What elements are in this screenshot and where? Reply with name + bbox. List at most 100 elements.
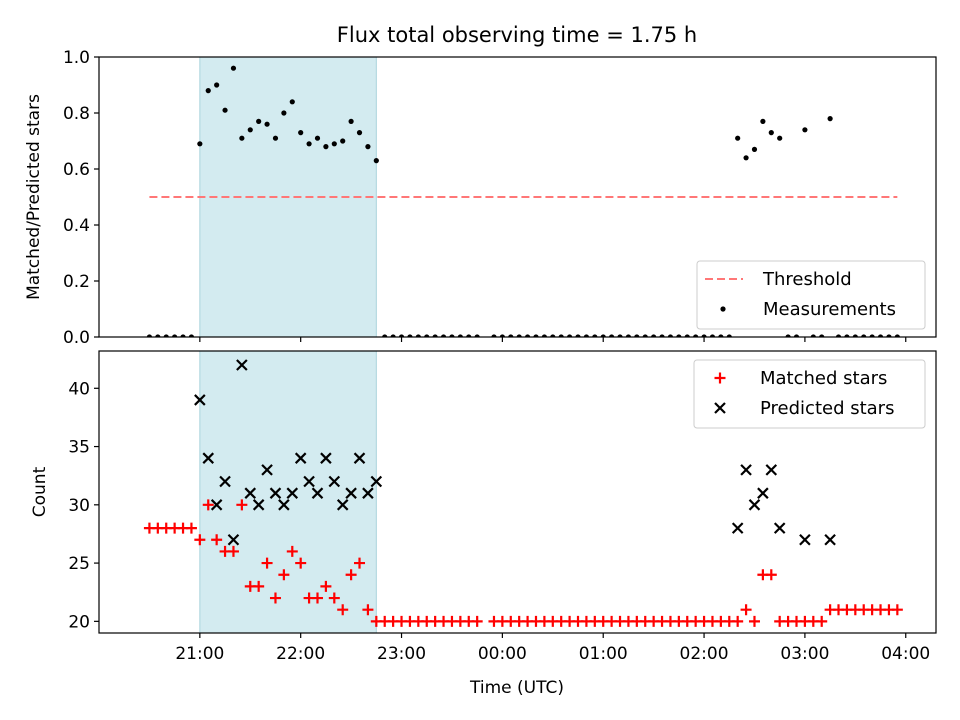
legend-label: Threshold [762, 269, 852, 290]
measurements-point [701, 334, 707, 337]
measurements-point [684, 334, 690, 337]
measurements-point [281, 110, 287, 116]
matched-stars-point [740, 604, 752, 616]
predicted-stars-point [202, 452, 215, 464]
axes-frame [98, 56, 937, 338]
bottom-panel: 21:00 22:00 23:00 00:00 01:00 02:00 03:00 04:00… [30, 350, 937, 664]
predicted-stars-point [328, 475, 341, 488]
y-tick-label: 35 [68, 438, 90, 458]
axes-frame [98, 350, 937, 634]
measurements-point [844, 334, 850, 337]
measurements-point [827, 116, 833, 122]
y-tick-label: 0.0 [63, 328, 90, 348]
measurements-point [256, 118, 262, 124]
measurements-point [306, 141, 312, 147]
measurements-point [777, 135, 783, 141]
x-axis-label: Time (UTC) [469, 678, 564, 698]
measurements-point [197, 141, 203, 147]
matched-stars-point [236, 499, 248, 511]
matched-stars-point [748, 615, 760, 627]
x-tick-label: 23:00 [377, 644, 426, 664]
measurements-point [365, 144, 371, 150]
matched-stars-point [328, 592, 340, 604]
measurements-point [869, 334, 875, 337]
measurements-point [760, 118, 766, 124]
legend-label: Measurements [763, 299, 896, 320]
matched-stars-point [278, 569, 290, 581]
matched-stars-point [732, 615, 744, 627]
measurements-point [382, 334, 388, 337]
measurements-point [298, 130, 304, 136]
matched-stars-point [202, 499, 214, 511]
legend: Matched stars Predicted stars [693, 359, 926, 429]
measurements-point [575, 334, 581, 337]
matched-stars-point [286, 545, 298, 557]
matched-stars-point [269, 592, 281, 604]
measurements-point [398, 334, 405, 337]
measurements-point [415, 334, 421, 337]
measurements-point [457, 334, 463, 337]
measurements-point [491, 334, 497, 337]
predicted-stars-point [261, 464, 273, 476]
measurements-point [852, 334, 858, 337]
measurements-point [474, 334, 480, 337]
y-tick-label: 1.0 [63, 48, 90, 68]
predicted-stars-point [765, 464, 778, 476]
matched-stars-point [185, 522, 197, 534]
matched-stars-point [211, 534, 223, 546]
measurements-point [247, 127, 253, 133]
x-tick-label: 01:00 [579, 644, 628, 664]
measurements-point [894, 334, 900, 337]
matched-stars-point [471, 615, 483, 627]
y-tick-label: 0.6 [63, 160, 90, 180]
y-tick-label: 30 [68, 496, 90, 516]
measurements-point [499, 334, 505, 337]
measurements-point [214, 82, 220, 88]
observing-window-shade [199, 350, 377, 634]
measurements-point [289, 99, 295, 105]
measurements-point [205, 88, 211, 94]
measurements-point [524, 334, 531, 337]
predicted-stars-point [731, 522, 744, 534]
measurements-point [819, 334, 825, 337]
measurements-point [314, 135, 321, 141]
measurements-point [516, 334, 522, 337]
measurements-point [264, 121, 270, 127]
matched-stars-point [816, 615, 828, 627]
predicted-stars-point [773, 522, 786, 534]
measurements-point [188, 334, 195, 337]
predicted-stars-point [320, 452, 332, 464]
measurements-point [592, 334, 598, 337]
matched-stars-point [765, 569, 777, 581]
predicted-stars-point [353, 452, 366, 464]
legend-label: Predicted stars [760, 398, 894, 419]
measurements-point [617, 334, 623, 337]
measurements-point [331, 141, 337, 147]
measurements-point [163, 334, 169, 337]
matched-stars-point [891, 604, 903, 616]
matched-stars-point [320, 580, 332, 592]
predicted-stars-point [244, 487, 257, 499]
predicted-stars-point [236, 359, 248, 371]
measurements-point [146, 334, 153, 337]
x-tick-label: 03:00 [780, 644, 829, 664]
measurements-point [667, 334, 674, 337]
measurements-point [600, 334, 606, 337]
y-axis-label: Count [30, 466, 50, 517]
legend-marker [720, 306, 726, 312]
measurements-point [793, 334, 800, 337]
matched-stars-point [354, 557, 366, 569]
measurements-point [323, 144, 329, 150]
x-tick-label: 04:00 [881, 644, 930, 664]
measurements-point [533, 334, 539, 337]
predicted-stars-point [740, 464, 752, 476]
measurements-point [172, 334, 178, 337]
measurements-point [407, 334, 413, 337]
measurements-point [180, 334, 186, 337]
measurements-point [222, 107, 228, 113]
measurements-point [449, 334, 455, 337]
x-tick-label: 22:00 [276, 644, 325, 664]
matched-stars-point [261, 557, 273, 569]
